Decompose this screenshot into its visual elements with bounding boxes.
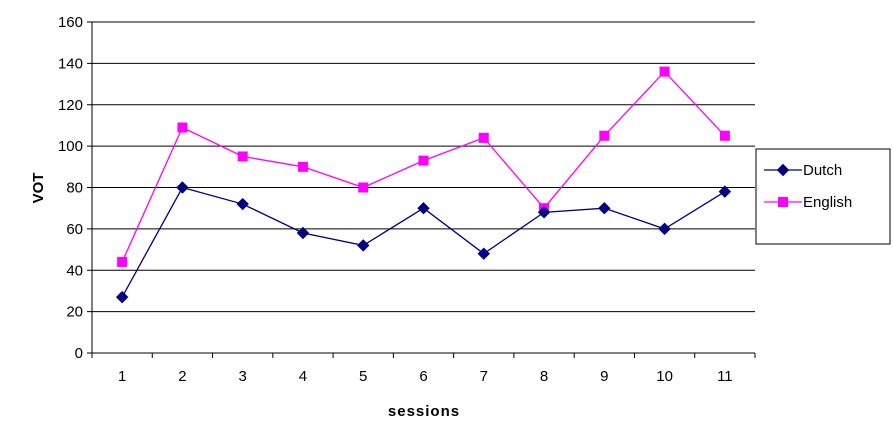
data-point-english [418,155,429,166]
x-tick-label: 7 [480,368,488,385]
data-point-english [599,130,610,141]
data-point-english [478,132,489,143]
x-tick-label: 2 [178,368,186,385]
data-point-english [659,66,670,77]
gridlines [92,21,755,313]
series [115,66,732,304]
x-tick-label: 10 [656,368,673,385]
x-tick-label: 3 [239,368,247,385]
data-point-dutch [417,201,430,215]
y-tick-label: 100 [58,138,83,155]
data-point-english [297,161,308,172]
data-point-dutch [357,239,370,252]
data-point-dutch [537,206,551,219]
data-point-english [117,256,128,267]
series-line-english [121,70,726,263]
y-axis-title: VOT [30,173,47,204]
y-tick-label: 120 [58,97,83,114]
data-point-dutch [598,201,611,215]
y-tick-label: 80 [66,180,83,197]
y-tick-label: 0 [75,345,83,362]
y-tick-label: 60 [66,221,83,238]
legend-label-english: English [803,194,852,211]
y-tick-label: 40 [66,262,83,279]
x-tick-label: 1 [118,368,126,385]
x-tick-label: 4 [299,368,307,385]
legend-box [755,148,891,245]
x-tick-label: 6 [419,368,427,385]
legend: Dutch English [755,148,891,245]
axes [87,21,756,358]
data-point-dutch [296,226,310,240]
x-tick-label: 11 [717,368,733,385]
data-point-english [719,130,730,141]
data-point-dutch [176,181,189,194]
data-point-dutch [236,197,249,211]
tick-labels: 0 20 40 60 80 100 120 140 160 1 2 3 4 5 6 7 8 9 10 11 [58,14,733,385]
x-tick-label: 8 [540,368,548,385]
x-tick-label: 5 [359,368,367,385]
data-point-dutch [115,290,129,304]
legend-label-dutch: Dutch [803,162,842,179]
legend-marker-english [778,197,788,207]
data-point-dutch [718,185,732,198]
data-point-english [237,151,248,162]
y-tick-label: 160 [58,14,83,31]
y-tick-label: 140 [58,55,83,72]
legend-marker-dutch [776,163,790,177]
x-tick-label: 9 [600,368,608,385]
data-point-dutch [658,222,671,236]
y-tick-label: 20 [66,304,83,321]
data-point-english [358,182,369,193]
x-axis-title: sessions [388,403,460,420]
data-point-dutch [477,247,490,260]
data-point-english [177,122,188,133]
